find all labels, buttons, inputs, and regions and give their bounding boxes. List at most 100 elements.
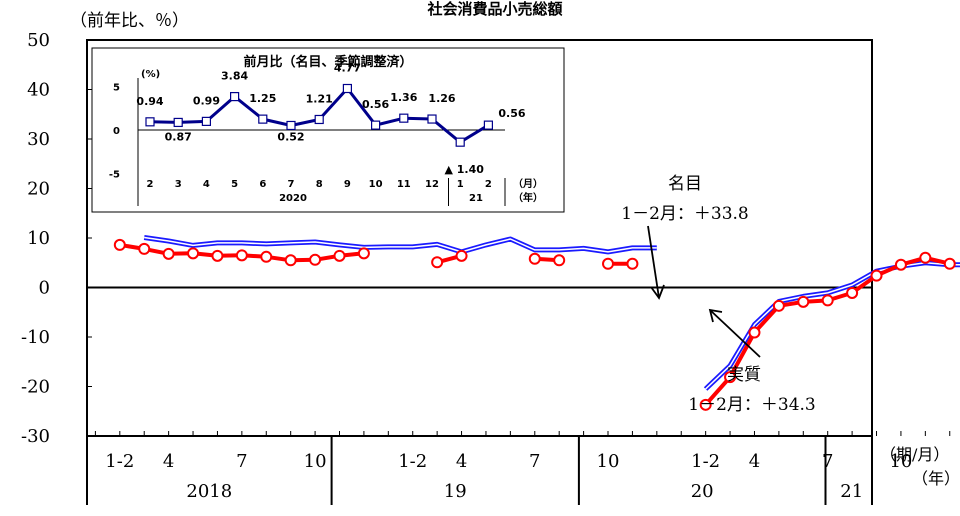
series-real-point — [528, 252, 541, 265]
y-tick-label: 40 — [27, 80, 50, 101]
inset-year-label: 21 — [469, 193, 483, 204]
x-tick-label: 7 — [529, 451, 540, 472]
series-real-point — [821, 294, 834, 307]
x-tick-label: 4 — [456, 451, 467, 472]
inset-x-tick-label: 3 — [175, 179, 182, 190]
year-label: 20 — [691, 481, 714, 502]
inset-x-tick-label: 10 — [369, 179, 383, 190]
year-label: 2018 — [186, 481, 232, 502]
series-real-point — [797, 295, 810, 308]
inset-point — [427, 114, 437, 124]
y-tick-label: -20 — [21, 377, 50, 398]
inset-value-label: 3.84 — [221, 70, 248, 83]
inset-point — [371, 120, 381, 130]
series-nominal-line-inner — [144, 236, 657, 253]
inset-y-tick-label: 0 — [113, 126, 120, 137]
inset-value-label: 1.21 — [306, 92, 333, 105]
series-real-point — [309, 253, 322, 266]
series-real-point — [260, 250, 273, 263]
inset-value-label: 0.52 — [277, 130, 304, 143]
y-tick-label: -30 — [21, 426, 50, 447]
x-tick-label: 10 — [889, 451, 912, 472]
inset-y-tick-label: 5 — [113, 83, 120, 94]
year-unit-label: （年） — [912, 469, 960, 488]
y-tick-label: 20 — [27, 179, 50, 200]
inset-chart: 前月比（名目、季節調整済） (%) （月） （年） 50-52 3 4 5 6 7 8 9 10… — [91, 47, 565, 213]
y-tick-label: 30 — [27, 129, 50, 150]
y-tick-label: 50 — [27, 30, 50, 51]
inset-point — [230, 91, 240, 102]
nominal-arrow — [647, 225, 660, 299]
series-real-point — [211, 249, 224, 262]
series-real-point — [870, 269, 883, 282]
y-axis-unit-label: （前年比、％） — [70, 11, 189, 31]
inset-point — [455, 137, 465, 147]
y-tick-label: -10 — [21, 327, 50, 348]
inset-point — [145, 117, 155, 127]
inset-year-label: 2020 — [279, 193, 307, 204]
year-label: 21 — [840, 481, 863, 502]
series-real-point — [602, 257, 615, 270]
x-tick-label: 1-2 — [398, 451, 427, 472]
inset-value-label: 0.94 — [136, 95, 163, 108]
x-tick-label: 4 — [749, 451, 760, 472]
inset-value-label: 1.36 — [390, 91, 417, 104]
series-real-point — [113, 238, 126, 251]
inset-x-tick-label: 5 — [231, 179, 238, 190]
inset-title: 前月比（名目、季節調整済） — [243, 54, 412, 70]
series-real-point — [284, 254, 297, 267]
inset-point — [399, 113, 409, 123]
inset-point — [201, 116, 211, 126]
year-label: 19 — [444, 481, 467, 502]
inset-value-label: 0.87 — [165, 130, 192, 143]
real-arrowhead — [708, 308, 723, 323]
x-axis-unit-label: （期/月） — [880, 445, 949, 464]
series-real-point — [846, 286, 859, 299]
series-real-point — [333, 249, 346, 262]
series-nominal-line — [143, 235, 657, 255]
inset-value-label: 1.25 — [249, 92, 276, 105]
annotations: 名目 1－2月：＋33.8 実質 1－2月：＋34.3 — [621, 174, 815, 415]
inset-x-tick-label: 4 — [203, 179, 210, 190]
nominal-value-label: 1－2月：＋33.8 — [621, 204, 748, 224]
series-real-point — [772, 299, 785, 312]
series-real-point — [894, 258, 907, 271]
inset-point — [342, 83, 352, 94]
inset-value-label: 0.56 — [362, 98, 389, 111]
series-real-point — [162, 247, 175, 260]
inset-x-tick-label: 12 — [425, 179, 439, 190]
x-tick-label: 1-2 — [691, 451, 720, 472]
x-tick-label: 7 — [236, 451, 247, 472]
series-real-point — [919, 251, 932, 264]
inset-value-label: 1.26 — [428, 92, 455, 105]
series-real-point — [626, 257, 639, 270]
inset-x-tick-label: 8 — [316, 179, 323, 190]
inset-year-unit-label: （年） — [513, 191, 543, 204]
inset-x-unit-label: （月） — [513, 177, 543, 190]
series-real-point — [455, 249, 468, 262]
inset-value-label: ▲ 1.40 — [444, 163, 484, 176]
inset-x-tick-label: 7 — [288, 179, 295, 190]
inset-x-tick-label: 11 — [397, 179, 411, 190]
x-tick-label: 10 — [597, 451, 620, 472]
nominal-arrowhead — [650, 284, 665, 300]
series-real-point — [187, 247, 200, 260]
inset-value-label: 0.56 — [498, 107, 525, 120]
inset-point — [258, 114, 268, 124]
x-tick-label: 4 — [163, 451, 174, 472]
y-tick-label: 0 — [39, 278, 50, 299]
x-tick-label: 10 — [304, 451, 327, 472]
series-real-point — [943, 257, 956, 270]
series-real-point — [553, 254, 566, 267]
series-real-point — [431, 256, 444, 269]
real-value-label: 1－2月：＋34.3 — [688, 395, 815, 415]
y-tick-label: 10 — [27, 228, 50, 249]
real-arrow — [709, 309, 761, 358]
inset-point — [173, 117, 183, 128]
inset-point — [286, 120, 296, 131]
series-real-point — [357, 247, 370, 260]
inset-x-tick-label: 2 — [147, 179, 154, 190]
series-real-point — [699, 398, 712, 411]
inset-y-tick-label: -5 — [109, 170, 120, 181]
